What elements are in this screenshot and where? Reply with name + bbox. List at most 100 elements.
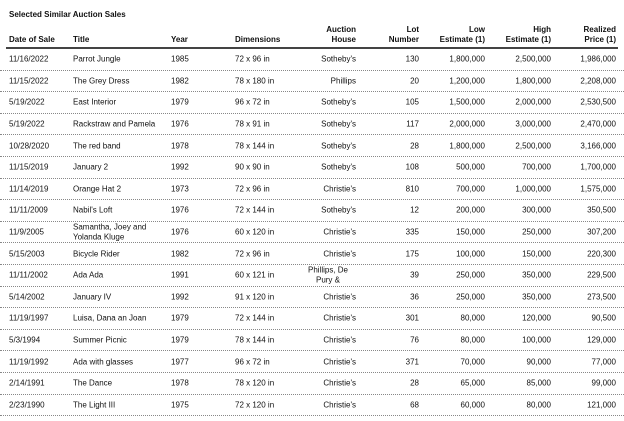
cell-year: 1982 xyxy=(171,76,189,86)
table-row: 11/11/2002 Ada Ada 1991 60 x 121 in Phillips… xyxy=(0,265,624,287)
cell-dimensions: 60 x 121 in xyxy=(235,270,275,280)
cell-low-estimate: 150,000 xyxy=(456,227,485,237)
cell-title: Parrot Jungle xyxy=(73,54,121,64)
cell-dimensions: 91 x 120 in xyxy=(235,292,275,302)
cell-date-of-sale: 5/15/2003 xyxy=(9,248,45,258)
cell-auction-house: Sotheby's xyxy=(321,162,356,172)
cell-date-of-sale: 10/28/2020 xyxy=(9,140,50,150)
table-row: 5/19/2022 Rackstraw and Pamela 1976 78 x 91… xyxy=(0,114,624,136)
cell-lot-number: 28 xyxy=(410,140,419,150)
header-realized-price: Realized Price (1) xyxy=(583,25,616,44)
cell-high-estimate: 350,000 xyxy=(522,292,551,302)
cell-high-estimate: 150,000 xyxy=(522,248,551,258)
cell-title: Summer Picnic xyxy=(73,335,127,345)
cell-high-estimate: 1,800,000 xyxy=(515,76,551,86)
table-row: 2/14/1991 The Dance 1978 78 x 120 in Christi… xyxy=(0,373,624,395)
cell-auction-house: Phillips, De Pury & xyxy=(307,265,348,285)
cell-lot-number: 12 xyxy=(410,205,419,215)
cell-date-of-sale: 5/3/1994 xyxy=(9,335,41,345)
cell-dimensions: 60 x 120 in xyxy=(235,227,275,237)
header-low-estimate: Low Estimate (1) xyxy=(439,25,485,44)
cell-low-estimate: 70,000 xyxy=(460,356,485,366)
cell-year: 1991 xyxy=(171,270,189,280)
cell-date-of-sale: 2/23/1990 xyxy=(9,400,45,410)
cell-realized-price: 129,000 xyxy=(587,335,616,345)
cell-high-estimate: 2,000,000 xyxy=(515,97,551,107)
cell-lot-number: 130 xyxy=(405,54,419,64)
table-row: 11/15/2019 January 2 1992 90 x 90 in Sotheby… xyxy=(0,157,624,179)
table-row: 11/14/2019 Orange Hat 2 1973 72 x 96 in Chri… xyxy=(0,179,624,201)
cell-lot-number: 105 xyxy=(405,97,419,107)
cell-date-of-sale: 5/14/2002 xyxy=(9,292,45,302)
cell-date-of-sale: 11/14/2019 xyxy=(9,184,49,194)
table-row: 11/19/1992 Ada with glasses 1977 96 x 72 in… xyxy=(0,351,624,373)
cell-date-of-sale: 11/19/1997 xyxy=(9,313,49,323)
cell-lot-number: 76 xyxy=(410,335,419,345)
cell-low-estimate: 700,000 xyxy=(456,184,485,194)
cell-title: Bicycle Rider xyxy=(73,248,120,258)
cell-high-estimate: 100,000 xyxy=(522,335,551,345)
cell-date-of-sale: 5/19/2022 xyxy=(9,119,45,129)
cell-lot-number: 335 xyxy=(405,227,419,237)
table-row: 11/16/2022 Parrot Jungle 1985 72 x 96 in Sot… xyxy=(0,49,624,71)
table-row: 5/19/2022 East Interior 1979 96 x 72 in Soth… xyxy=(0,92,624,114)
cell-year: 1992 xyxy=(171,162,189,172)
cell-low-estimate: 60,000 xyxy=(460,400,485,410)
table-header: Date of Sale Title Year Dimensions Auction H… xyxy=(0,22,624,48)
cell-lot-number: 20 xyxy=(410,76,419,86)
cell-title: Ada Ada xyxy=(73,270,104,280)
cell-high-estimate: 700,000 xyxy=(522,162,551,172)
cell-low-estimate: 1,200,000 xyxy=(449,76,485,86)
cell-auction-house: Sotheby's xyxy=(321,119,356,129)
cell-lot-number: 810 xyxy=(405,184,419,194)
table-row: 11/11/2009 Nabil's Loft 1976 72 x 144 in Sot… xyxy=(0,200,624,222)
header-high-estimate: High Estimate (1) xyxy=(505,25,551,44)
cell-title: East Interior xyxy=(73,97,117,107)
cell-low-estimate: 250,000 xyxy=(456,270,485,280)
cell-high-estimate: 120,000 xyxy=(522,313,551,323)
cell-high-estimate: 250,000 xyxy=(522,227,551,237)
cell-year: 1975 xyxy=(171,400,189,410)
cell-year: 1976 xyxy=(171,119,189,129)
cell-year: 1977 xyxy=(171,356,189,366)
cell-year: 1973 xyxy=(171,184,189,194)
header-dimensions: Dimensions xyxy=(235,35,281,44)
cell-year: 1992 xyxy=(171,292,189,302)
cell-year: 1976 xyxy=(171,205,189,215)
cell-auction-house: Christie's xyxy=(323,292,356,302)
cell-lot-number: 108 xyxy=(405,162,419,172)
header-date-of-sale: Date of Sale xyxy=(9,35,55,44)
cell-realized-price: 220,300 xyxy=(587,248,616,258)
cell-auction-house: Sotheby's xyxy=(321,54,356,64)
cell-realized-price: 77,000 xyxy=(591,356,616,366)
cell-realized-price: 350,500 xyxy=(587,205,616,215)
cell-realized-price: 229,500 xyxy=(587,270,616,280)
cell-auction-house: Sotheby's xyxy=(321,97,356,107)
cell-dimensions: 78 x 120 in xyxy=(235,378,275,388)
cell-title: Luisa, Dana an Joan xyxy=(73,313,147,323)
cell-title: The Grey Dress xyxy=(73,76,130,86)
cell-date-of-sale: 11/15/2022 xyxy=(9,76,49,86)
table-row: 11/9/2005 Samantha, Joey and Yolanda Klug… xyxy=(0,222,624,244)
cell-low-estimate: 200,000 xyxy=(456,205,485,215)
cell-date-of-sale: 2/14/1991 xyxy=(9,378,45,388)
cell-auction-house: Sotheby's xyxy=(321,205,356,215)
cell-high-estimate: 300,000 xyxy=(522,205,551,215)
table-row: 5/3/1994 Summer Picnic 1979 78 x 144 in Chri… xyxy=(0,330,624,352)
cell-realized-price: 2,470,000 xyxy=(580,119,616,129)
cell-high-estimate: 85,000 xyxy=(526,378,551,388)
cell-dimensions: 78 x 144 in xyxy=(235,335,275,345)
cell-high-estimate: 2,500,000 xyxy=(515,54,551,64)
cell-title: Samantha, Joey and Yolanda Kluge xyxy=(73,222,147,242)
cell-lot-number: 28 xyxy=(410,378,419,388)
cell-high-estimate: 80,000 xyxy=(526,400,551,410)
cell-year: 1979 xyxy=(171,313,189,323)
cell-auction-house: Sotheby's xyxy=(321,140,356,150)
cell-lot-number: 36 xyxy=(410,292,419,302)
cell-lot-number: 68 xyxy=(410,400,419,410)
cell-year: 1979 xyxy=(171,335,189,345)
cell-date-of-sale: 11/16/2022 xyxy=(9,54,49,64)
table-body: 11/16/2022 Parrot Jungle 1985 72 x 96 in Sot… xyxy=(0,49,624,417)
cell-lot-number: 117 xyxy=(406,119,419,129)
cell-realized-price: 2,530,500 xyxy=(580,97,616,107)
